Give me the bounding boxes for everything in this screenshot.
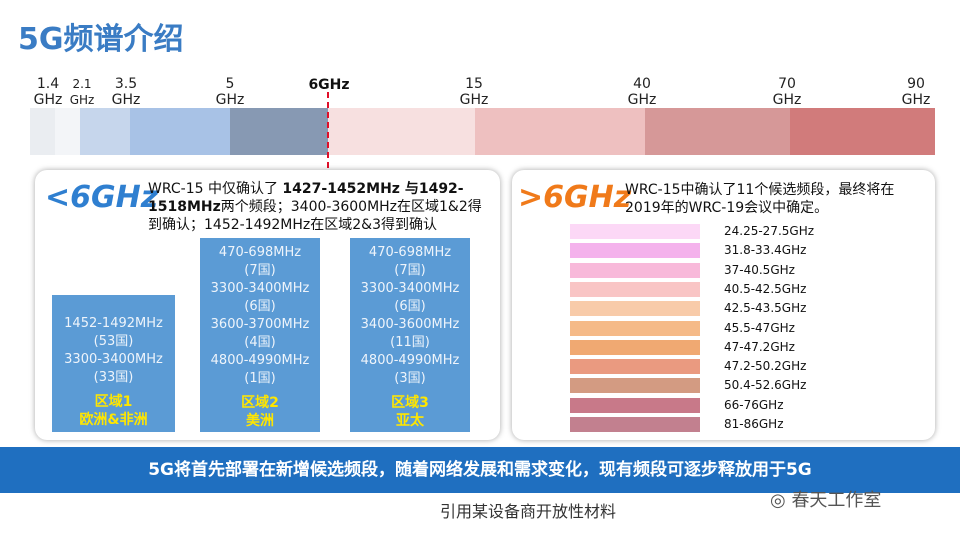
freq-label: 90 GHz bbox=[891, 76, 941, 108]
band-swatch bbox=[570, 224, 700, 239]
band-swatch bbox=[570, 243, 700, 259]
unit: GHz bbox=[33, 92, 63, 108]
freq-label: 5 GHz bbox=[205, 76, 255, 108]
band-label: 31.8-33.4GHz bbox=[724, 243, 807, 258]
badge: <6GHz bbox=[45, 180, 159, 215]
num: 15 bbox=[465, 76, 483, 92]
region-line: 470-698MHz bbox=[368, 245, 452, 260]
num: 1.4 bbox=[36, 76, 60, 92]
watermark: ◎ 春天工作室 bbox=[770, 490, 882, 511]
band-label: 24.25-27.5GHz bbox=[724, 224, 815, 238]
region-line: 3300-3400MHz bbox=[64, 352, 163, 367]
band-label: 81-86GHz bbox=[724, 417, 784, 431]
unit: GHz bbox=[901, 92, 931, 108]
band-label: 40.5-42.5GHz bbox=[724, 281, 807, 296]
freq-label: 15 GHz bbox=[449, 76, 499, 108]
band-swatch bbox=[570, 320, 700, 336]
unit: GHz bbox=[627, 92, 657, 108]
region-area: 亚太 bbox=[396, 413, 424, 429]
marker-line bbox=[327, 92, 329, 168]
region-box: 470-698MHz (7国) 3300-3400MHz (6国) 3600-3700M… bbox=[200, 238, 320, 432]
band-label: 50.4-52.6GHz bbox=[724, 378, 807, 393]
band-label: 42.5-43.5GHz bbox=[724, 301, 807, 316]
num: 3.5 bbox=[114, 76, 138, 92]
freq-label: 3.5 GHz bbox=[101, 76, 151, 108]
region-line: (1国) bbox=[244, 371, 276, 386]
region-line: (6国) bbox=[394, 299, 426, 314]
region-name: 区域2 bbox=[241, 395, 279, 411]
band-label: 37-40.5GHz bbox=[724, 262, 795, 277]
region-line: (7国) bbox=[244, 263, 276, 278]
right-text: WRC-15中确认了11个候选频段，最终将在2019年的WRC-19会议中确定。 bbox=[625, 182, 895, 216]
band-label: 45.5-47GHz bbox=[724, 320, 795, 335]
region-line: 470-698MHz bbox=[218, 245, 302, 260]
num: 5 bbox=[225, 76, 235, 92]
region-area: 美洲 bbox=[246, 413, 274, 429]
num: 90 bbox=[907, 76, 925, 92]
region-line: 3600-3700MHz bbox=[210, 317, 310, 332]
band-swatch bbox=[570, 301, 700, 317]
region-area: 欧洲&非洲 bbox=[79, 412, 148, 428]
band-swatch bbox=[570, 397, 700, 413]
region-line: (11国) bbox=[390, 335, 430, 350]
text: WRC-15 中仅确认了 bbox=[148, 181, 283, 197]
text: 春天工作室 bbox=[791, 490, 882, 511]
region-line: (6国) bbox=[244, 299, 276, 314]
source: 引用某设备商开放性材料 bbox=[440, 502, 617, 521]
marker-label: 6GHz bbox=[308, 77, 350, 93]
region-line: (3国) bbox=[394, 371, 426, 386]
num: 2.1 bbox=[72, 77, 92, 91]
band-label: 47.2-50.2GHz bbox=[724, 359, 807, 374]
region-line: 1452-1492MHz bbox=[64, 316, 163, 331]
band-label: 66-76GHz bbox=[724, 397, 784, 412]
region-line: (53国) bbox=[93, 334, 134, 349]
spectrum-bar bbox=[30, 108, 935, 155]
band-swatch bbox=[570, 378, 700, 394]
freq-label: 1.4 GHz bbox=[23, 76, 73, 108]
region-line: 4800-4990MHz bbox=[360, 353, 460, 368]
region-box: 470-698MHz (7国) 3300-3400MHz (6国) 3400-3600M… bbox=[350, 238, 470, 432]
region-line: 3300-3400MHz bbox=[210, 281, 310, 296]
region-name: 区域1 bbox=[94, 394, 133, 410]
badge: >6GHz bbox=[518, 180, 632, 215]
unit: GHz bbox=[69, 93, 95, 107]
banner: 5G将首先部署在新增候选频段，随着网络发展和需求变化，现有频段可逐步释放用于5G bbox=[0, 447, 960, 493]
region-line: 4800-4990MHz bbox=[210, 353, 310, 368]
unit: GHz bbox=[772, 92, 802, 108]
freq-label: 2.1 GHz bbox=[57, 76, 107, 108]
band-swatch bbox=[570, 417, 700, 432]
region-box: 1452-1492MHz (53国) 3300-3400MHz (33国) 区域1 欧洲&… bbox=[52, 295, 175, 432]
text: 两个频段；3400-3600MHz在区域1&2得到确认；1452-1492MHz… bbox=[148, 199, 482, 233]
region-line: (4国) bbox=[244, 335, 276, 350]
region-line: (7国) bbox=[394, 263, 426, 278]
num: 70 bbox=[778, 76, 796, 92]
band-swatch bbox=[570, 359, 700, 375]
region-line: 3300-3400MHz bbox=[360, 281, 460, 296]
left-text: WRC-15 中仅确认了 1427-1452MHz 与1492-1518MHz两… bbox=[148, 180, 493, 234]
region-line: 3400-3600MHz bbox=[360, 317, 460, 332]
freq-label: 40 GHz bbox=[617, 76, 667, 108]
text: 1427-1452MHz 与1492-1518MHz bbox=[148, 181, 464, 215]
region-name: 区域3 bbox=[391, 395, 429, 411]
title: 5G频谱介绍 bbox=[18, 22, 184, 57]
band-swatch bbox=[570, 262, 700, 278]
band-swatch bbox=[570, 281, 700, 297]
unit: GHz bbox=[215, 92, 245, 108]
unit: GHz bbox=[459, 92, 489, 108]
freq-label: 70 GHz bbox=[762, 76, 812, 108]
unit: GHz bbox=[111, 92, 141, 108]
region-line: (33国) bbox=[93, 370, 134, 385]
band-swatch bbox=[570, 339, 700, 355]
num: 40 bbox=[633, 76, 651, 92]
band-label: 47-47.2GHz bbox=[724, 339, 795, 354]
